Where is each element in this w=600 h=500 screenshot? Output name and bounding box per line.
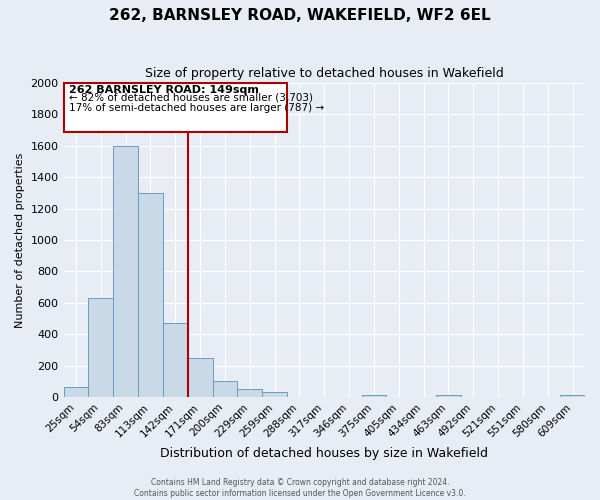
Y-axis label: Number of detached properties: Number of detached properties — [15, 152, 25, 328]
X-axis label: Distribution of detached houses by size in Wakefield: Distribution of detached houses by size … — [160, 447, 488, 460]
Text: 262, BARNSLEY ROAD, WAKEFIELD, WF2 6EL: 262, BARNSLEY ROAD, WAKEFIELD, WF2 6EL — [109, 8, 491, 22]
Bar — [163, 323, 188, 397]
Bar — [88, 298, 113, 397]
Text: Contains HM Land Registry data © Crown copyright and database right 2024.
Contai: Contains HM Land Registry data © Crown c… — [134, 478, 466, 498]
Bar — [262, 392, 287, 397]
Bar — [436, 394, 461, 397]
Text: 17% of semi-detached houses are larger (787) →: 17% of semi-detached houses are larger (… — [68, 102, 323, 113]
Bar — [64, 386, 88, 397]
Bar — [138, 193, 163, 397]
Title: Size of property relative to detached houses in Wakefield: Size of property relative to detached ho… — [145, 68, 503, 80]
FancyBboxPatch shape — [64, 83, 287, 132]
Bar — [212, 382, 238, 397]
Bar — [362, 394, 386, 397]
Bar — [238, 389, 262, 397]
Bar — [113, 146, 138, 397]
Text: 262 BARNSLEY ROAD: 149sqm: 262 BARNSLEY ROAD: 149sqm — [68, 84, 259, 94]
Bar — [560, 394, 585, 397]
Text: ← 82% of detached houses are smaller (3,703): ← 82% of detached houses are smaller (3,… — [68, 92, 313, 102]
Bar — [188, 358, 212, 397]
